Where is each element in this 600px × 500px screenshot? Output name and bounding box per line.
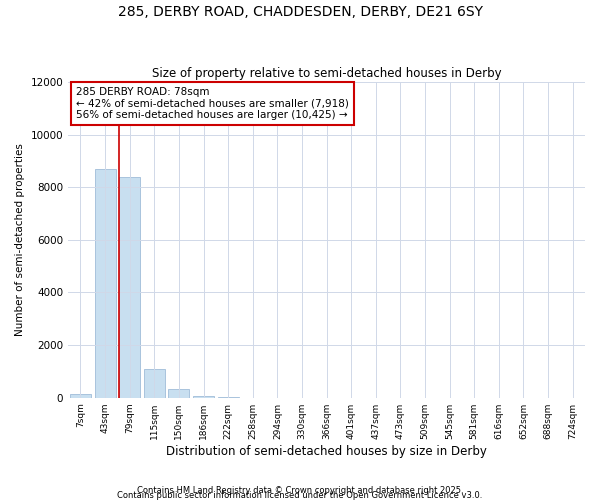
Title: Size of property relative to semi-detached houses in Derby: Size of property relative to semi-detach… bbox=[152, 66, 502, 80]
Bar bbox=[144, 369, 165, 398]
Bar bbox=[70, 394, 91, 398]
Text: Contains HM Land Registry data © Crown copyright and database right 2025.: Contains HM Land Registry data © Crown c… bbox=[137, 486, 463, 495]
Bar bbox=[193, 396, 214, 398]
Bar bbox=[95, 169, 116, 398]
Text: 285, DERBY ROAD, CHADDESDEN, DERBY, DE21 6SY: 285, DERBY ROAD, CHADDESDEN, DERBY, DE21… bbox=[118, 5, 482, 19]
Bar bbox=[218, 397, 239, 398]
Text: 285 DERBY ROAD: 78sqm
← 42% of semi-detached houses are smaller (7,918)
56% of s: 285 DERBY ROAD: 78sqm ← 42% of semi-deta… bbox=[76, 87, 349, 120]
X-axis label: Distribution of semi-detached houses by size in Derby: Distribution of semi-detached houses by … bbox=[166, 444, 487, 458]
Bar bbox=[169, 388, 190, 398]
Text: Contains public sector information licensed under the Open Government Licence v3: Contains public sector information licen… bbox=[118, 490, 482, 500]
Y-axis label: Number of semi-detached properties: Number of semi-detached properties bbox=[15, 144, 25, 336]
Bar bbox=[119, 177, 140, 398]
